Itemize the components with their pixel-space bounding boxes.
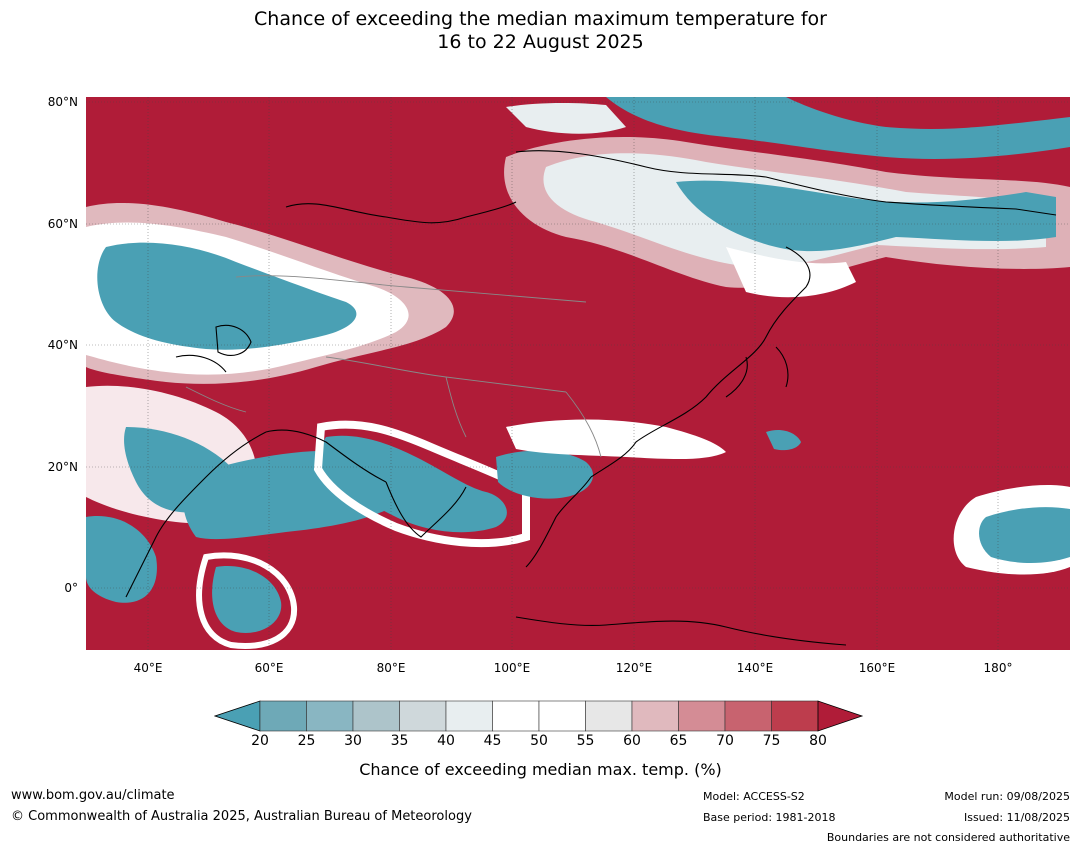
colorbar-tick-label: 45 (483, 733, 502, 749)
arctic-blue-zone-1 (676, 180, 1056, 252)
graticule (86, 97, 1070, 650)
lon-label-80e: 80°E (376, 661, 406, 675)
east-siberia-white (726, 247, 856, 298)
lat-label-20n: 20°N (47, 460, 78, 474)
lon-label-40e: 40°E (133, 661, 163, 675)
indian-ocean-blue-patch (212, 566, 282, 633)
colorbar-tick-label: 35 (390, 733, 409, 749)
colorbar-label: Chance of exceeding median max. temp. (%… (359, 760, 722, 779)
arctic-blue-strip (606, 97, 1070, 159)
lat-label-80n: 80°N (47, 95, 78, 109)
colorbar-segment (306, 700, 354, 732)
colorbar-tick-label: 75 (762, 733, 781, 749)
footer-url: www.bom.gov.au/climate (11, 788, 175, 803)
lon-label-120e: 120°E (615, 661, 653, 675)
title-line-1: Chance of exceeding the median maximum t… (254, 8, 827, 30)
central-pacific-blue (979, 507, 1070, 563)
footer-issued: Issued: 11/08/2025 (963, 811, 1070, 824)
colorbar-segment (631, 700, 679, 732)
lon-label-180: 180° (983, 661, 1013, 675)
colorbar-segment (445, 700, 493, 732)
map-graphic (86, 97, 1070, 650)
colorbar-segment (352, 700, 400, 732)
colorbar-arrow-low (213, 700, 261, 732)
colorbar-segment (259, 700, 307, 732)
indian-ocean-white-ring (196, 552, 298, 649)
east-africa-blue-zone (86, 516, 157, 603)
india-blue-zone (320, 435, 507, 533)
footer-copyright: © Commonwealth of Australia 2025, Austra… (11, 809, 472, 824)
colorbar-arrow-high (817, 700, 864, 732)
title-line-2: 16 to 22 August 2025 (437, 31, 644, 53)
indochina-blue-zone (496, 450, 594, 499)
colorbar-tick-label: 65 (669, 733, 688, 749)
lat-label-40n: 40°N (47, 338, 78, 352)
lon-label-140e: 140°E (736, 661, 774, 675)
country-borders (185, 275, 602, 458)
colorbar-segment (399, 700, 447, 732)
colorbar-tick-label: 50 (530, 733, 548, 749)
colorbar-segment (678, 700, 726, 732)
colorbar-tick-label: 80 (809, 733, 827, 749)
footer-disclaimer: Boundaries are not considered authoritat… (826, 831, 1070, 844)
colorbar-tick-label: 30 (344, 733, 362, 749)
coastlines (125, 150, 1057, 646)
colorbar-segment (724, 700, 772, 732)
arctic-white-strip (506, 102, 626, 134)
lon-label-60e: 60°E (254, 661, 284, 675)
forecast-map (86, 97, 1070, 650)
lat-label-60n: 60°N (47, 217, 78, 231)
colorbar-tick-label: 40 (437, 733, 455, 749)
lon-label-160e: 160°E (858, 661, 896, 675)
china-white-band (506, 419, 726, 460)
central-asia-blue-zone (97, 242, 357, 350)
colorbar-tick-label: 25 (297, 733, 316, 749)
india-white-halo (313, 420, 530, 548)
colorbar-tick-label: 60 (623, 733, 641, 749)
colorbar (213, 700, 866, 732)
colorbar-segment (492, 700, 540, 732)
colorbar-graphic (213, 700, 864, 732)
map-title: Chance of exceeding the median maximum t… (0, 8, 1081, 54)
colorbar-tick-label: 20 (251, 733, 269, 749)
colorbar-segment (771, 700, 819, 732)
footer-model: Model: ACCESS-S2 (703, 790, 805, 803)
lon-label-100e: 100°E (493, 661, 531, 675)
colorbar-tick-label: 55 (576, 733, 595, 749)
lat-label-0: 0° (64, 581, 78, 595)
colorbar-segment (585, 700, 633, 732)
footer-model-run: Model run: 09/08/2025 (944, 790, 1070, 803)
colorbar-segment (538, 700, 586, 732)
colorbar-tick-label: 70 (716, 733, 734, 749)
pacific-blue-patch (766, 430, 801, 451)
footer-base-period: Base period: 1981-2018 (703, 811, 836, 824)
